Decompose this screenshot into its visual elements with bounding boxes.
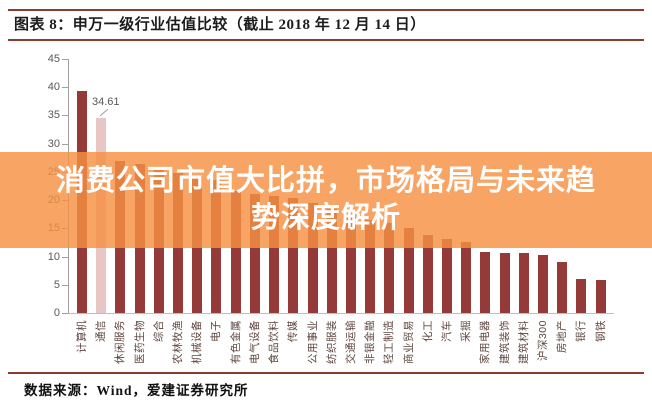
y-axis-tick [62, 313, 68, 314]
y-axis-label: 30 [47, 137, 60, 150]
x-axis-label: 计算机 [76, 320, 88, 353]
x-axis-label: 传媒 [287, 320, 300, 342]
data-source-note: 数据来源：Wind，爱建证券研究所 [24, 383, 249, 398]
bar-汽车 [441, 239, 452, 313]
x-axis-label: 通信 [95, 320, 108, 342]
bar-化工 [422, 235, 433, 313]
bar-轻工制造 [384, 223, 395, 313]
x-axis-label: 钢铁 [594, 320, 607, 342]
x-axis-label: 机械设备 [191, 320, 204, 364]
x-axis-label: 综合 [152, 320, 165, 342]
x-axis-label: 建筑装饰 [498, 320, 511, 364]
promo-banner: 消费公司市值大比拼，市场格局与未来趋 势深度解析 [0, 152, 652, 248]
x-axis-label: 纺织服装 [325, 320, 338, 364]
x-axis-label: 农林牧渔 [172, 320, 185, 364]
x-axis-label: 休闲服务 [114, 320, 127, 364]
x-axis-label: 采掘 [460, 320, 473, 342]
top-divider [8, 9, 644, 11]
bar-建筑材料 [518, 253, 529, 313]
promo-banner-line1: 消费公司市值大比拼，市场格局与未来趋 [55, 165, 596, 197]
x-axis-label: 商业贸易 [402, 320, 415, 364]
y-axis-label: 10 [47, 250, 60, 263]
x-axis-label: 化工 [421, 320, 434, 342]
bar-交通运输 [345, 214, 356, 313]
y-axis-label: 5 [53, 278, 60, 291]
bar-传媒 [288, 198, 299, 313]
x-axis-label: 汽车 [440, 320, 453, 342]
x-axis-label: 建筑材料 [517, 320, 530, 364]
x-axis-label: 沪深300 [537, 320, 550, 362]
x-axis-label: 房地产 [556, 320, 569, 353]
y-axis-tick [62, 115, 68, 117]
promo-banner-line2: 势深度解析 [250, 202, 401, 234]
caption-divider [8, 39, 644, 41]
y-axis-label: 0 [53, 307, 60, 319]
x-axis-label: 食品饮料 [268, 320, 281, 364]
x-axis-label: 医药生物 [133, 320, 146, 364]
x-axis-label: 家用电器 [479, 320, 492, 364]
x-axis-label: 银行 [575, 320, 588, 342]
x-axis-label: 电子 [210, 320, 223, 342]
y-axis-tick [62, 284, 68, 286]
bar-采掘 [461, 242, 472, 313]
y-axis-label: 45 [47, 53, 60, 65]
bar-银行 [576, 279, 587, 313]
value-callout-label: 34.61 [92, 96, 120, 108]
y-axis-tick [62, 256, 68, 258]
bar-钢铁 [595, 279, 606, 313]
bar-电气设备 [249, 193, 260, 313]
x-axis-label: 公用事业 [306, 320, 319, 364]
bar-商业贸易 [403, 227, 414, 313]
x-axis-label: 电气设备 [248, 320, 261, 364]
bar-纺织服装 [326, 209, 337, 313]
bar-沪深300 [538, 254, 549, 313]
y-axis-label: 40 [47, 81, 60, 94]
x-axis-label: 非银金融 [364, 320, 377, 364]
figure-caption: 图表 8：申万一级行业估值比较（截止 2018 年 12 月 14 日） [14, 17, 426, 33]
bar-食品饮料 [269, 195, 280, 313]
bar-公用事业 [307, 203, 318, 313]
y-axis-label: 35 [47, 109, 60, 122]
bar-非银金融 [365, 219, 376, 313]
y-axis-tick [62, 143, 68, 145]
value-callout-line [99, 108, 109, 117]
x-axis-label: 轻工制造 [383, 320, 396, 364]
y-axis-tick [62, 87, 68, 89]
y-axis-tick [62, 59, 68, 60]
bar-家用电器 [480, 252, 491, 313]
bar-建筑装饰 [499, 252, 510, 313]
bottom-divider [8, 372, 644, 374]
x-axis-label: 交通运输 [344, 320, 357, 364]
bar-房地产 [557, 262, 568, 313]
x-axis-line [68, 313, 614, 314]
bar-有色金属 [230, 191, 241, 313]
x-axis-label: 有色金属 [229, 320, 242, 364]
